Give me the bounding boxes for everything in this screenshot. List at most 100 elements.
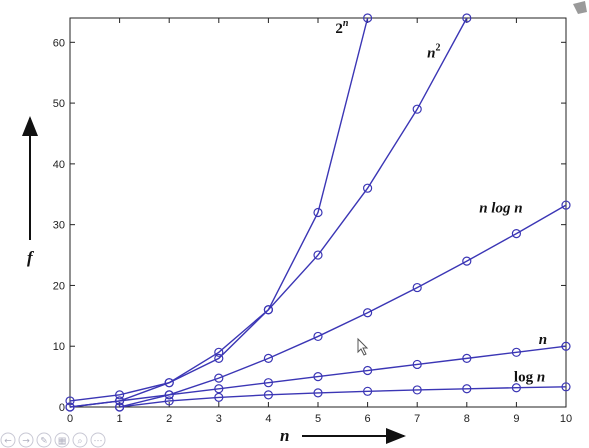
data-point: [214, 347, 224, 357]
previous-slide-button[interactable]: ←: [0, 432, 16, 448]
viewer-controls: ← → ✎ ▦ ⌕ ⋯: [0, 432, 106, 448]
data-point: [462, 13, 472, 23]
y-tick-label: 20: [53, 280, 65, 292]
series-label-base: n: [427, 46, 435, 62]
x-tick-label: 7: [414, 413, 420, 425]
series-label-n-log-n: n log n: [479, 201, 522, 217]
data-point: [462, 384, 472, 394]
y-tick-label: 60: [53, 37, 65, 49]
data-point: [462, 256, 472, 266]
series-n: [65, 341, 571, 412]
data-point: [263, 353, 273, 363]
y-tick-label: 0: [59, 402, 65, 414]
series-label-base: n: [539, 332, 547, 348]
data-point: [164, 378, 174, 388]
data-point: [363, 386, 373, 396]
data-point: [462, 353, 472, 363]
data-point: [214, 373, 224, 383]
x-tick-label: 9: [513, 413, 519, 425]
data-point: [561, 382, 571, 392]
series-label-base: 2: [335, 21, 343, 37]
right-arrow-icon: →: [22, 437, 30, 447]
pen-icon: ✎: [40, 437, 48, 447]
left-arrow-icon: ←: [4, 437, 12, 447]
y-axis-label: f: [27, 248, 35, 267]
series-label-part: log: [488, 201, 511, 217]
data-point: [363, 183, 373, 193]
data-point: [313, 372, 323, 382]
previous-slide-button-ring: [0, 432, 16, 448]
zoom-button[interactable]: ⌕: [72, 432, 88, 448]
data-point: [114, 390, 125, 400]
data-point: [65, 396, 75, 406]
data-point: [263, 390, 273, 400]
x-tick-label: 8: [464, 413, 470, 425]
series-line-n-pow-2: [69, 17, 468, 408]
data-point: [114, 402, 125, 412]
y-tick-label: 10: [53, 341, 65, 353]
series-label-log-n: log n: [514, 369, 545, 385]
zoom-button-ring: [72, 432, 88, 448]
data-point: [412, 359, 422, 370]
data-point: [561, 341, 571, 351]
series-line-log-n: [119, 386, 567, 408]
series-line-2-pow-n: [69, 17, 369, 402]
slides-menu-button-ring: [54, 432, 70, 448]
data-point: [561, 200, 571, 210]
x-tick-label: 1: [117, 413, 123, 425]
data-point: [164, 390, 174, 400]
next-slide-button[interactable]: →: [18, 432, 34, 448]
data-point: [263, 378, 273, 388]
next-slide-button-ring: [18, 432, 34, 448]
data-point: [363, 365, 373, 376]
series-log-n: [114, 382, 571, 412]
series-n-log-n: [114, 200, 571, 412]
pen-tool-button-ring: [36, 432, 52, 448]
y-tick-label: 50: [53, 98, 65, 110]
series-line-n-log-n: [119, 204, 567, 408]
data-point: [313, 250, 323, 260]
x-axis-label: n: [280, 426, 289, 445]
series-label-base: log n: [514, 369, 545, 385]
data-point: [214, 384, 224, 394]
slides-menu-button[interactable]: ▦: [54, 432, 70, 448]
data-point: [214, 353, 224, 363]
x-tick-label: 2: [166, 413, 172, 425]
magnifier-icon: ⌕: [77, 437, 82, 447]
data-point: [214, 392, 224, 402]
series-label-superscript: n: [343, 18, 349, 29]
series-label-n: n: [539, 332, 547, 348]
x-tick-label: 10: [560, 413, 572, 425]
slides-icon: ▦: [58, 437, 67, 447]
data-point: [412, 385, 422, 395]
series-label-base: n log n: [479, 201, 522, 217]
x-tick-label: 6: [365, 413, 371, 425]
data-point: [511, 383, 522, 393]
mouse-cursor-icon: [357, 337, 369, 356]
series-label-superscript: 2: [435, 43, 440, 54]
series-label-n-pow-2: n2: [427, 43, 440, 62]
series-label-part: n: [533, 369, 545, 385]
page-corner-icon: [573, 1, 587, 14]
more-options-button[interactable]: ⋯: [90, 432, 106, 448]
ellipsis-icon: ⋯: [94, 437, 103, 447]
data-point: [313, 207, 323, 218]
data-point: [263, 305, 273, 315]
more-options-button-ring: [90, 432, 106, 448]
series-2-pow-n: [65, 13, 373, 406]
x-tick-label: 5: [315, 413, 321, 425]
series-n-pow-2: [65, 13, 472, 412]
data-point: [511, 347, 522, 357]
data-point: [363, 13, 373, 23]
pen-tool-button[interactable]: ✎: [36, 432, 52, 448]
data-point: [363, 308, 373, 318]
series-label-part: n: [510, 201, 522, 217]
data-point: [412, 104, 422, 114]
y-tick-label: 40: [53, 159, 65, 171]
data-point: [412, 282, 422, 293]
series-label-part: n: [479, 201, 487, 217]
x-tick-label: 0: [67, 413, 73, 425]
data-point: [313, 331, 323, 342]
x-tick-label: 4: [265, 413, 271, 425]
